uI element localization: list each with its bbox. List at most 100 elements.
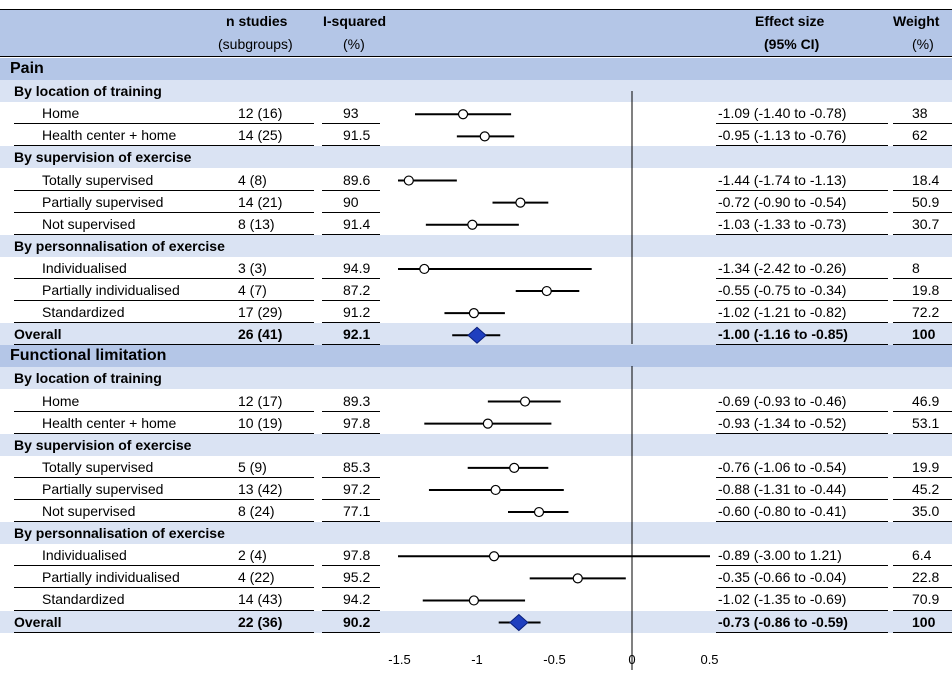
row-label: Totally supervised [42,171,154,188]
effect-size-ci: -1.02 (-1.35 to -0.69) [718,591,847,608]
subgroup-header-bg [0,146,952,169]
row-rule-left [14,145,314,147]
row-rule-ci [716,189,888,191]
n-studies-value: 17 (29) [238,304,283,321]
row-rule-i2 [322,521,380,523]
row-rule-ci [716,233,888,235]
row-rule-i2 [322,322,380,324]
i-squared-value: 95.2 [343,569,371,586]
row-label: Partially supervised [42,480,164,497]
weight-value: 38 [912,105,928,122]
effect-size-ci: -1.44 (-1.74 to -1.13) [718,171,847,188]
effect-size-ci: -1.00 (-1.16 to -0.85) [718,326,848,343]
section-header-bg [0,345,952,368]
effect-size-ci: -0.73 (-0.86 to -0.59) [718,613,848,630]
n-studies-value: 14 (21) [238,193,283,210]
subgroup-header-bg [0,522,952,545]
overall-diamond [509,613,529,632]
weight-value: 35.0 [912,503,940,519]
point-estimate [468,308,479,319]
point-estimate [403,175,414,186]
weight-value: 19.8 [912,282,940,298]
subgroup-header-bg [0,367,952,390]
weight-value: 100 [912,613,936,630]
effect-size-ci: -1.34 (-2.42 to -0.26) [718,259,847,276]
n-studies-value: 14 (43) [238,591,283,608]
row-rule-weight [893,631,952,633]
i-squared-value: 94.2 [343,591,371,608]
effect-size-ci: -0.60 (-0.80 to -0.41) [718,503,847,519]
row-rule-weight [893,211,952,213]
row-label: Partially individualised [42,569,180,586]
effect-size-ci: -1.02 (-1.21 to -0.82) [718,304,847,321]
point-estimate [467,219,478,230]
point-estimate [479,131,490,142]
row-rule-weight [893,344,952,346]
x-tick-label: -1 [471,652,483,667]
weight-value: 6.4 [912,547,932,564]
row-rule-left [14,432,314,434]
i-squared-value: 91.4 [343,215,371,232]
i-squared-value: 89.6 [343,171,371,188]
point-estimate [482,418,493,429]
overall-row-bg [0,610,952,633]
i-squared-value: 90.2 [343,613,371,630]
weight-value: 50.9 [912,193,940,210]
n-studies-value: 4 (22) [238,569,275,586]
row-rule-left [14,211,314,213]
i-squared-value: 89.3 [343,392,371,409]
row-label: Home [42,105,80,122]
row-label: Standardized [42,591,125,608]
overall-diamond [467,326,487,344]
row-rule-left [14,631,314,633]
subgroup-title: By personnalisation of exercise [14,525,225,542]
subgroup-title: By location of training [14,83,162,100]
overall-label: Overall [14,326,62,343]
row-rule-weight [893,300,952,302]
row-rule-weight [893,432,952,434]
header-i-squared-sub: (%) [343,36,365,52]
row-rule-weight [893,278,952,279]
row-rule-weight [893,189,952,191]
effect-size-ci: -0.89 (-3.00 to 1.21) [718,547,842,564]
x-tick-label: -0.5 [543,652,566,667]
section-title: Functional limitation [10,347,167,365]
n-studies-value: 12 (17) [238,392,283,409]
n-studies-value: 13 (42) [238,480,283,497]
row-rule-i2 [322,211,380,213]
row-rule-weight [893,587,952,589]
row-rule-i2 [322,278,380,279]
row-rule-left [14,521,314,523]
weight-value: 62 [912,127,928,144]
row-rule-i2 [322,410,380,412]
n-studies-value: 12 (16) [238,105,283,122]
i-squared-value: 97.2 [343,480,371,497]
n-studies-value: 2 (4) [238,547,267,564]
effect-size-ci: -1.09 (-1.40 to -0.78) [718,105,847,122]
point-estimate [519,396,531,407]
subgroup-title: By supervision of exercise [14,436,192,453]
row-label: Not supervised [42,215,136,232]
row-rule-ci [716,278,888,279]
row-rule-left [14,189,314,191]
i-squared-value: 90 [343,193,359,210]
i-squared-value: 93 [343,105,359,122]
row-rule-left [14,499,314,500]
n-studies-value: 5 (9) [238,458,267,475]
row-rule-ci [716,609,888,611]
effect-size-ci: -0.35 (-0.66 to -0.04) [718,569,847,586]
header-effect-size-sub: (95% CI) [764,36,820,52]
row-label: Totally supervised [42,458,154,475]
weight-value: 46.9 [912,392,940,409]
row-rule-weight [893,145,952,147]
row-rule-weight [893,123,952,125]
point-estimate [468,595,479,606]
weight-value: 45.2 [912,480,940,497]
row-rule-left [14,123,314,125]
point-estimate [572,573,583,584]
n-studies-value: 4 (8) [238,171,267,188]
i-squared-value: 97.8 [343,547,371,564]
header-i-squared: I-squared [323,13,387,29]
row-rule-ci [716,432,888,434]
row-rule-i2 [322,609,380,611]
